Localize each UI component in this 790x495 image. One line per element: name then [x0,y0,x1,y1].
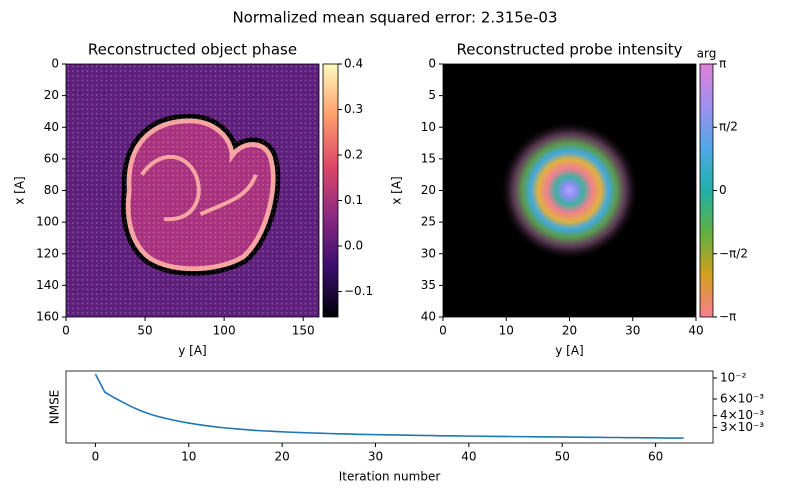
colorbar-tick-label: 0.1 [344,193,363,207]
y-tick-label: 25 [421,215,436,229]
colorbar-label: arg [697,47,717,61]
colorbar-tick-label: −π/2 [719,246,748,260]
axes-title: Reconstructed probe intensity [456,41,682,59]
y-tick-label: 60 [44,151,59,165]
x-tick-label: 100 [213,324,236,338]
y-tick-label: 160 [36,310,59,324]
y-tick-label: 40 [44,120,59,134]
x-tick-label: 20 [562,324,577,338]
y-tick-label: 0 [51,57,59,71]
y-axis-label: x [A] [390,176,404,205]
figure-title: Normalized mean squared error: 2.315e-03 [232,9,557,27]
y-axis-label: NMSE [48,390,62,425]
image-texture [66,64,319,317]
x-axis-label: y [A] [555,344,584,358]
x-tick-label: 60 [648,450,663,464]
axes-frame [65,370,714,444]
axes-title: Reconstructed object phase [88,41,297,59]
x-axis-label: y [A] [178,344,207,358]
x-tick-label: 40 [461,450,476,464]
y-tick-label: 6×10⁻³ [720,391,764,405]
y-tick-label: 0 [428,57,436,71]
x-tick-label: 50 [137,324,152,338]
y-tick-label: 120 [36,246,59,260]
y-tick-label: 10 [421,120,436,134]
y-tick-label: 15 [421,151,436,165]
y-axis-label: x [A] [13,176,27,205]
y-tick-label: 35 [421,278,436,292]
colorbar-tick-label: 0 [719,183,727,197]
y-tick-label: 140 [36,278,59,292]
y-tick-label: 80 [44,183,59,197]
colorbar-tick-label: π [719,57,726,71]
x-tick-label: 30 [625,324,640,338]
colorbar [699,63,714,318]
x-tick-label: 10 [181,450,196,464]
y-tick-label: 30 [421,246,436,260]
y-tick-label: 5 [428,88,436,102]
x-tick-label: 50 [555,450,570,464]
y-tick-label: 40 [421,310,436,324]
image [66,64,319,317]
y-tick-label: 3×10⁻³ [720,420,764,434]
x-tick-label: 10 [499,324,514,338]
x-tick-label: 0 [62,324,70,338]
line [94,373,684,439]
colorbar-tick-label: 0.0 [344,239,363,253]
colorbar-tick-label: −π [719,310,736,324]
y-tick-label: 20 [421,183,436,197]
x-tick-label: 30 [368,450,383,464]
x-tick-label: 20 [274,450,289,464]
colorbar-tick-label: 0.2 [344,148,363,162]
image [443,64,696,317]
y-tick-label: 20 [44,88,59,102]
probe-rings [499,120,640,261]
x-tick-label: 0 [92,450,100,464]
colorbar-tick-label: 0.4 [344,57,363,71]
colorbar-tick-label: π/2 [719,120,738,134]
x-tick-label: 150 [292,324,315,338]
x-tick-label: 40 [688,324,703,338]
colorbar-tick-label: −0.1 [344,284,373,298]
x-tick-label: 0 [439,324,447,338]
y-tick-label: 100 [36,215,59,229]
colorbar-tick-label: 0.3 [344,102,363,116]
y-tick-label: 10⁻² [720,371,747,385]
y-tick-label: 4×10⁻³ [720,408,764,422]
colorbar [322,63,339,318]
x-axis-label: Iteration number [339,470,441,484]
